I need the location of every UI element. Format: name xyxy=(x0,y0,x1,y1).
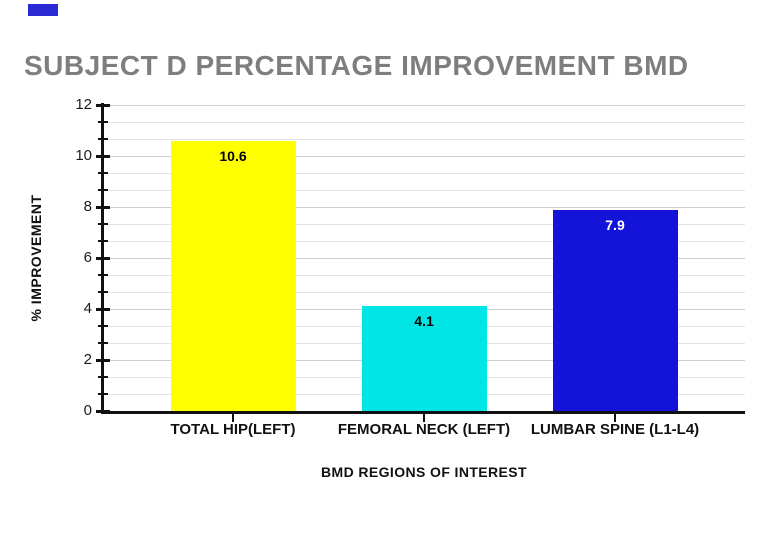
y-major-tick xyxy=(96,103,110,107)
y-minor-tick xyxy=(98,121,108,123)
category-label-2: FEMORAL NECK (LEFT) xyxy=(337,421,511,438)
y-tick-label: 12 xyxy=(75,96,92,113)
y-tick-label: 6 xyxy=(83,249,92,266)
y-axis-title: % IMPROVEMENT xyxy=(28,194,44,322)
bar-1: 10.6 xyxy=(170,140,296,411)
category-label-1: TOTAL HIP(LEFT) xyxy=(170,421,296,438)
bar-value-label: 10.6 xyxy=(219,147,247,164)
gridline-major xyxy=(104,257,745,259)
plot-area: 10.6 4.1 7.9 xyxy=(104,104,745,411)
y-minor-tick xyxy=(98,376,108,378)
y-minor-tick xyxy=(98,274,108,276)
y-minor-tick xyxy=(98,325,108,327)
y-major-tick xyxy=(96,256,110,260)
gridline-minor xyxy=(104,223,745,225)
gridline-minor xyxy=(104,189,745,191)
gridline-major xyxy=(104,206,745,208)
y-minor-tick xyxy=(98,342,108,344)
blue-marker xyxy=(28,4,58,16)
y-tick-label: 4 xyxy=(83,300,92,317)
x-axis-line xyxy=(101,411,745,414)
gridline-minor xyxy=(104,138,745,140)
y-major-tick xyxy=(96,154,110,158)
bar-value-label: 7.9 xyxy=(605,216,625,233)
y-major-tick xyxy=(96,358,110,362)
gridline-minor xyxy=(104,240,745,242)
bar-3: 7.9 xyxy=(552,209,678,411)
y-minor-tick xyxy=(98,189,108,191)
x-tick xyxy=(614,414,616,422)
y-tick-label: 8 xyxy=(83,198,92,215)
y-major-tick xyxy=(96,409,110,413)
y-tick-label: 0 xyxy=(83,402,92,419)
y-tick-label: 10 xyxy=(75,147,92,164)
y-minor-tick xyxy=(98,291,108,293)
y-minor-tick xyxy=(98,223,108,225)
bar-2: 4.1 xyxy=(361,306,487,411)
x-axis-title: BMD REGIONS OF INTEREST xyxy=(321,464,527,480)
y-minor-tick xyxy=(98,240,108,242)
category-label-3: LUMBAR SPINE (L1-L4) xyxy=(530,421,700,438)
gridline-minor xyxy=(104,172,745,174)
gridline-major xyxy=(104,104,745,106)
gridline-minor xyxy=(104,121,745,123)
gridline-minor xyxy=(104,291,745,293)
y-minor-tick xyxy=(98,138,108,140)
y-major-tick xyxy=(96,307,110,311)
y-minor-tick xyxy=(98,172,108,174)
gridline-minor xyxy=(104,274,745,276)
y-minor-tick xyxy=(98,393,108,395)
x-tick xyxy=(232,414,234,422)
y-tick-label: 2 xyxy=(83,351,92,368)
chart-title: SUBJECT D PERCENTAGE IMPROVEMENT BMD xyxy=(24,50,689,81)
y-major-tick xyxy=(96,205,110,209)
x-tick xyxy=(423,414,425,422)
gridline-major xyxy=(104,155,745,157)
bar-value-label: 4.1 xyxy=(414,313,434,330)
